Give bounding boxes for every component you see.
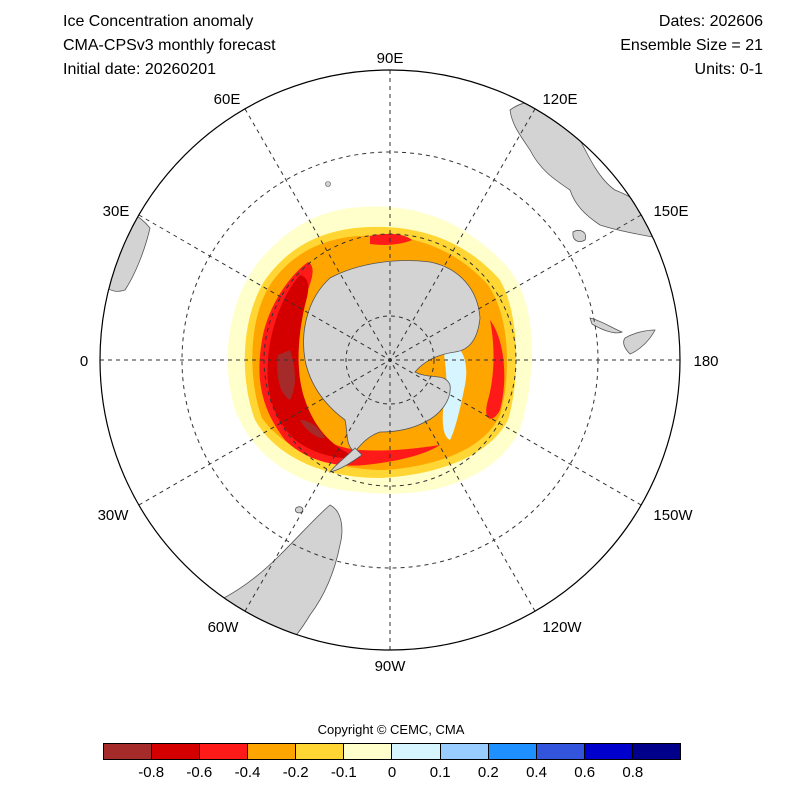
colorbar-swatch	[392, 744, 441, 759]
colorbar-tick-label: -0.1	[330, 764, 357, 781]
lon-label-150e: 150E	[653, 203, 688, 220]
copyright: Copyright © CEMC, CMA	[317, 722, 465, 737]
map-title: Ice Concentration anomaly	[63, 13, 254, 30]
lon-label-150w: 150W	[653, 507, 693, 524]
colorbar-tick-label: -0.6	[186, 764, 213, 781]
longitude-labels: 90E 120E 150E 180 150W 120W 90W 60W 30W …	[80, 50, 719, 675]
colorbar-swatch	[200, 744, 249, 759]
lon-label-0: 0	[80, 353, 88, 370]
forecast-dates: Dates: 202606	[658, 13, 763, 30]
colorbar-tick-label: -0.2	[282, 764, 309, 781]
map-border	[99, 69, 681, 651]
lon-label-60w: 60W	[208, 619, 240, 636]
colorbar-tick-label: -0.4	[234, 764, 261, 781]
anomaly-light-blue	[442, 344, 467, 440]
island	[325, 181, 331, 187]
colorbar-tick-label: -0.8	[138, 764, 165, 781]
units: Units: 0-1	[694, 61, 763, 78]
australia	[509, 101, 671, 241]
header-left: Ice Concentration anomaly CMA-CPSv3 mont…	[63, 12, 276, 84]
anomaly-dark-red	[267, 275, 360, 459]
tasmania	[572, 230, 587, 242]
colorbar-tick-label: 0.2	[477, 764, 499, 781]
colorbar-tick-label: 0.6	[574, 764, 596, 781]
anomaly-brown	[277, 350, 325, 439]
polar-map: 90E 120E 150E 180 150W 120W 90W 60W 30W …	[80, 50, 719, 675]
colorbar-swatch	[104, 744, 153, 759]
colorbar-swatch	[584, 744, 633, 759]
graticule	[100, 70, 680, 650]
colorbar-swatch	[152, 744, 201, 759]
colorbar-swatch	[344, 744, 393, 759]
lon-label-120e: 120E	[542, 91, 577, 108]
antarctica	[303, 260, 481, 453]
colorbar-tick-label: 0	[387, 764, 397, 781]
header-right: Dates: 202606 Ensemble Size = 21 Units: …	[620, 12, 763, 84]
lon-label-180: 180	[693, 353, 718, 370]
colorbar-tick-label: 0.8	[622, 764, 644, 781]
model-name: CMA-CPSv3 monthly forecast	[63, 37, 276, 54]
lon-label-30w: 30W	[98, 507, 130, 524]
colorbar-swatch	[536, 744, 585, 759]
colorbar-swatch	[488, 744, 537, 759]
colorbar-swatch	[632, 744, 680, 759]
ensemble-size: Ensemble Size = 21	[620, 37, 763, 54]
colorbar	[103, 743, 681, 760]
colorbar-swatch	[440, 744, 489, 759]
initial-date: Initial date: 20260201	[63, 61, 217, 78]
antarctic-peninsula	[329, 447, 363, 473]
colorbar-tick-label: 0.4	[526, 764, 547, 781]
colorbar-swatch	[248, 744, 297, 759]
lon-label-60e: 60E	[214, 91, 241, 108]
map-content	[100, 101, 671, 650]
lon-label-30e: 30E	[103, 203, 130, 220]
colorbar-swatch	[296, 744, 345, 759]
lon-label-120w: 120W	[542, 619, 582, 636]
new-zealand	[589, 317, 656, 355]
lon-label-90w: 90W	[375, 658, 407, 675]
colorbar-tick-label: 0.1	[429, 764, 451, 781]
south-america	[219, 504, 343, 650]
lon-label-90e: 90E	[377, 50, 404, 67]
